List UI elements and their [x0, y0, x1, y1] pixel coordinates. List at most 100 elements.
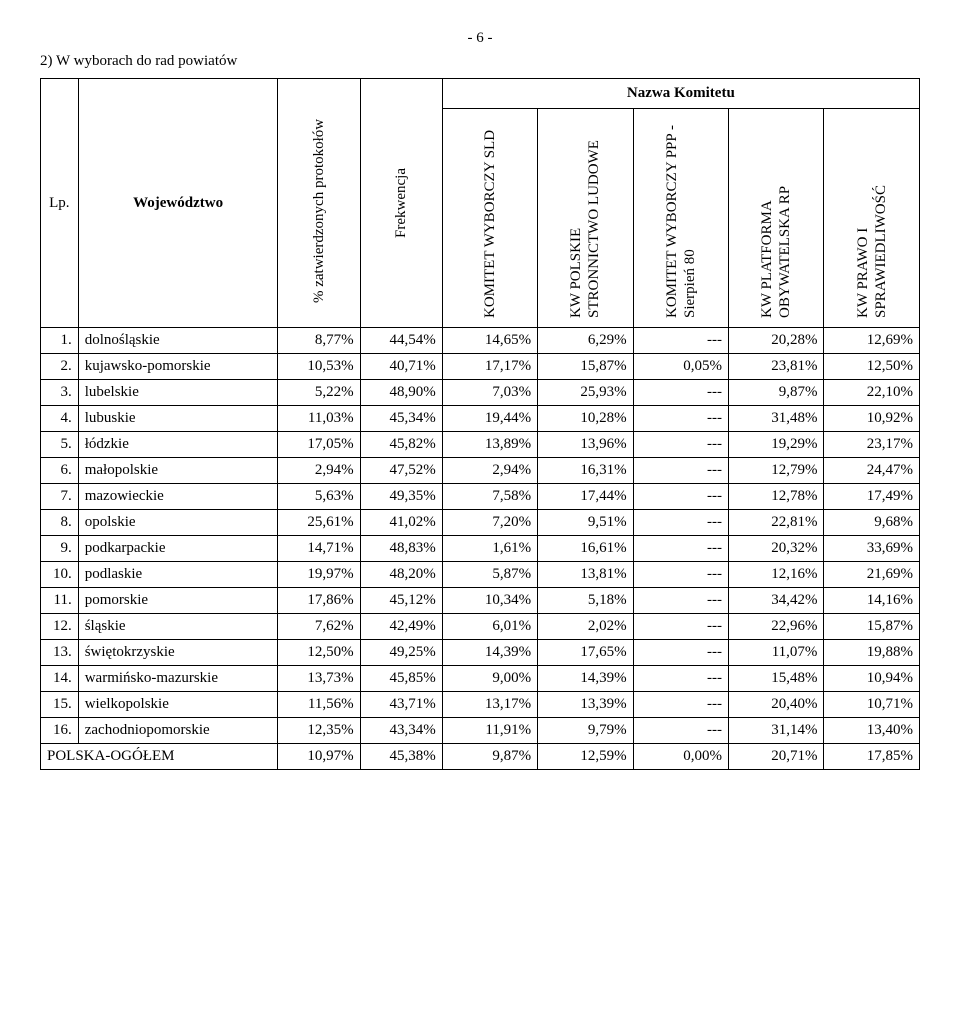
- cell-value: ---: [633, 380, 728, 406]
- cell-value: 10,71%: [824, 692, 920, 718]
- cell-lp: 14.: [41, 666, 79, 692]
- cell-value: 7,62%: [278, 614, 360, 640]
- cell-value: 17,17%: [442, 354, 537, 380]
- cell-value: 48,90%: [360, 380, 442, 406]
- cell-value: 10,94%: [824, 666, 920, 692]
- cell-value: 5,22%: [278, 380, 360, 406]
- table-row: 14.warmińsko-mazurskie13,73%45,85%9,00%1…: [41, 666, 920, 692]
- cell-value: 6,29%: [538, 328, 633, 354]
- table-row: 6.małopolskie2,94%47,52%2,94%16,31%---12…: [41, 458, 920, 484]
- cell-value: 31,14%: [729, 718, 824, 744]
- cell-value: 16,31%: [538, 458, 633, 484]
- cell-value: 33,69%: [824, 536, 920, 562]
- cell-value: 17,65%: [538, 640, 633, 666]
- cell-value: 7,58%: [442, 484, 537, 510]
- cell-value: 5,18%: [538, 588, 633, 614]
- cell-wojewodztwo: pomorskie: [78, 588, 278, 614]
- cell-value: 43,34%: [360, 718, 442, 744]
- section-title: 2) W wyborach do rad powiatów: [40, 53, 920, 70]
- cell-value: 9,68%: [824, 510, 920, 536]
- table-row: 15.wielkopolskie11,56%43,71%13,17%13,39%…: [41, 692, 920, 718]
- header-committee-sld: KOMITET WYBORCZY SLD: [442, 109, 537, 328]
- header-committee-psl: KW POLSKIE STRONNICTWO LUDOWE: [538, 109, 633, 328]
- cell-value: 25,61%: [278, 510, 360, 536]
- cell-value: 9,79%: [538, 718, 633, 744]
- cell-value: 9,51%: [538, 510, 633, 536]
- cell-value: 17,85%: [824, 744, 920, 770]
- cell-value: ---: [633, 406, 728, 432]
- cell-lp: 10.: [41, 562, 79, 588]
- header-nazwa-komitetu: Nazwa Komitetu: [442, 79, 919, 109]
- cell-wojewodztwo: warmińsko-mazurskie: [78, 666, 278, 692]
- cell-value: 47,52%: [360, 458, 442, 484]
- cell-lp: 2.: [41, 354, 79, 380]
- cell-wojewodztwo: świętokrzyskie: [78, 640, 278, 666]
- cell-wojewodztwo: małopolskie: [78, 458, 278, 484]
- cell-value: 42,49%: [360, 614, 442, 640]
- cell-value: 31,48%: [729, 406, 824, 432]
- cell-value: 23,81%: [729, 354, 824, 380]
- header-committee-ppp: KOMITET WYBORCZY PPP - Sierpień 80: [633, 109, 728, 328]
- cell-lp: 12.: [41, 614, 79, 640]
- cell-value: 19,29%: [729, 432, 824, 458]
- cell-value: 45,12%: [360, 588, 442, 614]
- cell-wojewodztwo: podkarpackie: [78, 536, 278, 562]
- cell-value: 13,89%: [442, 432, 537, 458]
- cell-value: 15,87%: [538, 354, 633, 380]
- cell-value: 48,20%: [360, 562, 442, 588]
- cell-lp: 9.: [41, 536, 79, 562]
- cell-value: 7,20%: [442, 510, 537, 536]
- cell-lp: 1.: [41, 328, 79, 354]
- cell-lp: 11.: [41, 588, 79, 614]
- table-row: 1.dolnośląskie8,77%44,54%14,65%6,29%---2…: [41, 328, 920, 354]
- header-committee-po: KW PLATFORMA OBYWATELSKA RP: [729, 109, 824, 328]
- table-row: 11.pomorskie17,86%45,12%10,34%5,18%---34…: [41, 588, 920, 614]
- cell-value: 0,00%: [633, 744, 728, 770]
- cell-value: 41,02%: [360, 510, 442, 536]
- cell-value: 10,92%: [824, 406, 920, 432]
- cell-wojewodztwo: kujawsko-pomorskie: [78, 354, 278, 380]
- cell-value: 25,93%: [538, 380, 633, 406]
- cell-lp: 3.: [41, 380, 79, 406]
- cell-value: 9,87%: [442, 744, 537, 770]
- cell-wojewodztwo: zachodniopomorskie: [78, 718, 278, 744]
- cell-value: 6,01%: [442, 614, 537, 640]
- cell-wojewodztwo: mazowieckie: [78, 484, 278, 510]
- cell-value: 49,35%: [360, 484, 442, 510]
- cell-lp: 13.: [41, 640, 79, 666]
- cell-value: 20,40%: [729, 692, 824, 718]
- table-row: 10.podlaskie19,97%48,20%5,87%13,81%---12…: [41, 562, 920, 588]
- cell-value: 12,79%: [729, 458, 824, 484]
- cell-value: ---: [633, 432, 728, 458]
- table-row: 12.śląskie7,62%42,49%6,01%2,02%---22,96%…: [41, 614, 920, 640]
- cell-value: 2,94%: [442, 458, 537, 484]
- cell-value: 48,83%: [360, 536, 442, 562]
- cell-value: 11,91%: [442, 718, 537, 744]
- cell-value: 10,97%: [278, 744, 360, 770]
- cell-value: 12,59%: [538, 744, 633, 770]
- cell-value: 10,53%: [278, 354, 360, 380]
- cell-value: 45,38%: [360, 744, 442, 770]
- cell-value: ---: [633, 458, 728, 484]
- cell-value: ---: [633, 588, 728, 614]
- cell-value: 21,69%: [824, 562, 920, 588]
- cell-value: 12,69%: [824, 328, 920, 354]
- page-number: - 6 -: [40, 30, 920, 47]
- cell-value: ---: [633, 692, 728, 718]
- table-row: 7.mazowieckie5,63%49,35%7,58%17,44%---12…: [41, 484, 920, 510]
- cell-value: 12,35%: [278, 718, 360, 744]
- cell-value: 12,50%: [278, 640, 360, 666]
- cell-value: 14,39%: [538, 666, 633, 692]
- cell-lp: 6.: [41, 458, 79, 484]
- table-row: 3.lubelskie5,22%48,90%7,03%25,93%---9,87…: [41, 380, 920, 406]
- cell-value: 7,03%: [442, 380, 537, 406]
- cell-value: 2,94%: [278, 458, 360, 484]
- cell-value: 19,44%: [442, 406, 537, 432]
- cell-value: 19,97%: [278, 562, 360, 588]
- cell-value: 14,39%: [442, 640, 537, 666]
- cell-value: ---: [633, 614, 728, 640]
- cell-lp: 15.: [41, 692, 79, 718]
- cell-value: 15,48%: [729, 666, 824, 692]
- cell-value: 24,47%: [824, 458, 920, 484]
- table-row: 13.świętokrzyskie12,50%49,25%14,39%17,65…: [41, 640, 920, 666]
